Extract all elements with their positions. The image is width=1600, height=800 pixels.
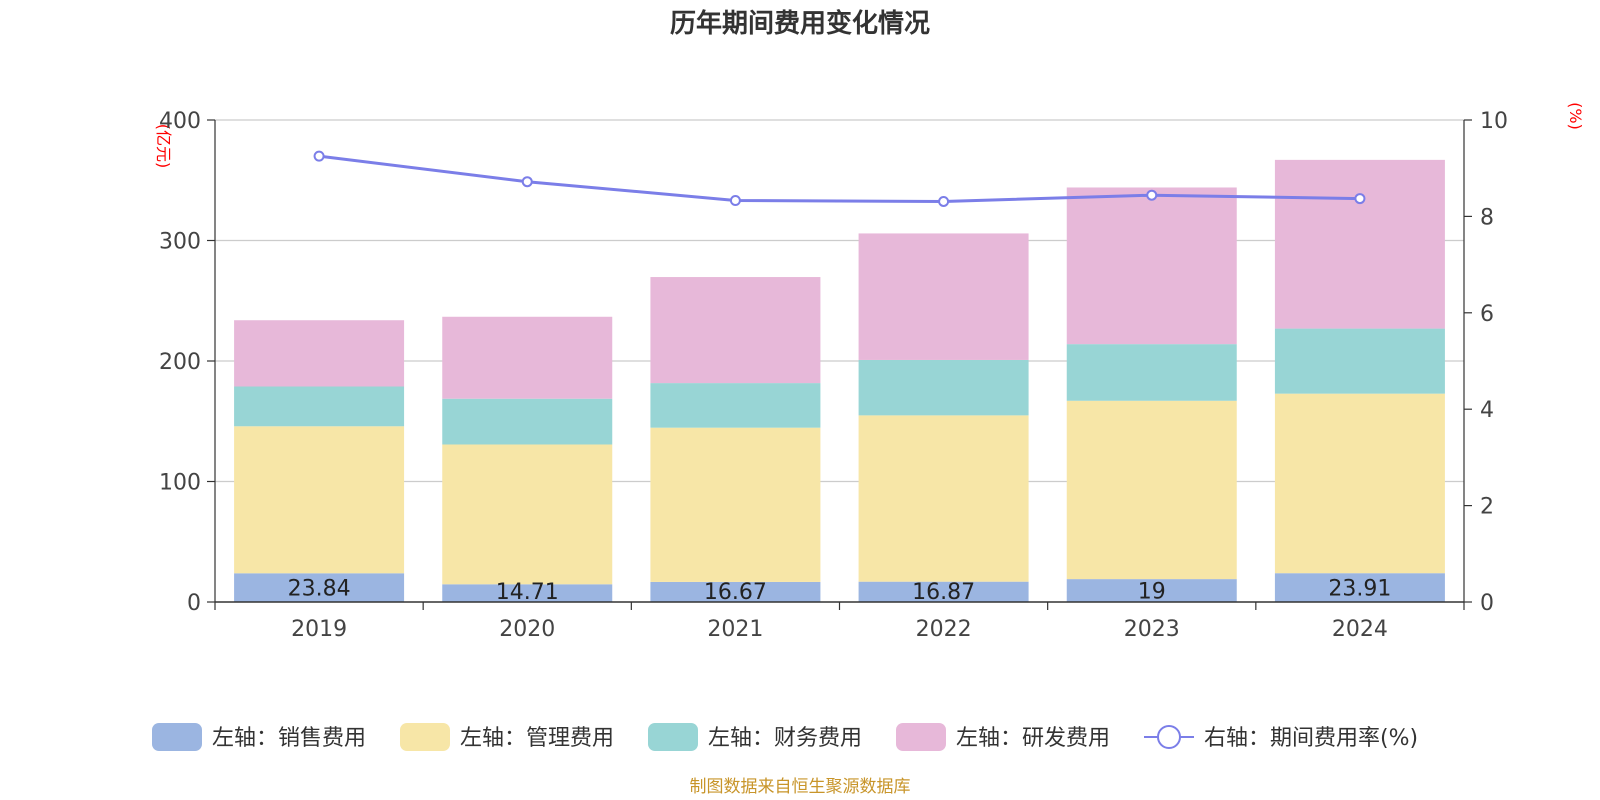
data-label: 16.67 bbox=[704, 580, 767, 605]
bar bbox=[1274, 159, 1445, 329]
line-point bbox=[1354, 193, 1366, 205]
bar bbox=[1066, 187, 1237, 345]
line-point bbox=[521, 176, 533, 188]
legend-label: 右轴：期间费用率(%) bbox=[1204, 726, 1418, 751]
data-label: 19 bbox=[1138, 580, 1166, 605]
bar bbox=[858, 233, 1029, 360]
legend[interactable]: 左轴：销售费用 左轴：管理费用 左轴：财务费用 左轴：研发费用 右轴：期间费用率(%) bbox=[152, 723, 1418, 751]
left-tick-label: 100 bbox=[159, 471, 201, 496]
legend-swatch bbox=[152, 723, 202, 751]
bar bbox=[234, 426, 405, 574]
x-tick-label: 2022 bbox=[916, 617, 972, 642]
legend-marker-icon bbox=[1157, 725, 1181, 749]
bar-series bbox=[234, 159, 1445, 602]
bar bbox=[234, 320, 405, 387]
bar bbox=[650, 277, 821, 384]
bar bbox=[650, 383, 821, 428]
bar bbox=[1066, 579, 1237, 602]
x-tick-label: 2021 bbox=[707, 617, 763, 642]
gridlines bbox=[215, 119, 1464, 483]
legend-label: 左轴：管理费用 bbox=[460, 726, 614, 751]
line-point bbox=[938, 195, 950, 207]
right-tick-label: 10 bbox=[1480, 109, 1508, 134]
left-tick-label: 200 bbox=[159, 350, 201, 375]
bar bbox=[1274, 393, 1445, 574]
right-tick-label: 4 bbox=[1480, 398, 1494, 423]
line-point bbox=[313, 150, 325, 162]
data-label: 16.87 bbox=[912, 580, 975, 605]
bar bbox=[442, 444, 613, 585]
right-tick-label: 6 bbox=[1480, 302, 1494, 327]
right-axis-unit: (%) bbox=[1566, 102, 1585, 130]
data-label: 23.84 bbox=[288, 577, 351, 602]
axes: 0 100 200 300 400 0 2 4 6 8 10 2019 2020 2021 2022 2023… bbox=[159, 109, 1508, 642]
legend-label: 左轴：销售费用 bbox=[212, 726, 366, 751]
left-tick-label: 400 bbox=[159, 109, 201, 134]
chart-title: 历年期间费用变化情况 bbox=[670, 8, 930, 39]
left-tick-label: 300 bbox=[159, 230, 201, 255]
right-tick-label: 8 bbox=[1480, 205, 1494, 230]
legend-swatch bbox=[400, 723, 450, 751]
bar bbox=[650, 427, 821, 582]
line-point bbox=[1146, 189, 1158, 201]
bar bbox=[234, 573, 405, 602]
line-path bbox=[318, 154, 1360, 203]
right-tick-label: 0 bbox=[1480, 591, 1494, 616]
source-note: 制图数据来自恒生聚源数据库 bbox=[690, 777, 911, 797]
bar bbox=[442, 584, 613, 602]
x-tick-label: 2023 bbox=[1124, 617, 1180, 642]
legend-label: 左轴：研发费用 bbox=[956, 726, 1110, 751]
line-series bbox=[313, 150, 1366, 207]
bar bbox=[442, 398, 613, 445]
x-tick-label: 2024 bbox=[1332, 617, 1388, 642]
left-axis-unit: (亿元) bbox=[154, 124, 173, 169]
bar bbox=[442, 316, 613, 399]
data-labels: 23.84 14.71 16.67 16.87 19 23.91 bbox=[288, 577, 1392, 605]
data-label: 23.91 bbox=[1328, 577, 1391, 602]
data-label: 14.71 bbox=[496, 580, 559, 605]
line-point bbox=[729, 194, 741, 206]
x-tick-label: 2020 bbox=[499, 617, 555, 642]
right-tick-label: 2 bbox=[1480, 495, 1494, 520]
legend-label: 左轴：财务费用 bbox=[708, 726, 862, 751]
bar bbox=[858, 359, 1029, 416]
legend-swatch bbox=[896, 723, 946, 751]
bar bbox=[1066, 344, 1237, 401]
bar bbox=[650, 581, 821, 602]
x-tick-label: 2019 bbox=[291, 617, 347, 642]
bar bbox=[1066, 400, 1237, 580]
bar bbox=[858, 415, 1029, 582]
bar bbox=[234, 386, 405, 427]
bar bbox=[858, 581, 1029, 602]
left-tick-label: 0 bbox=[187, 591, 201, 616]
bar bbox=[1274, 328, 1445, 394]
bar bbox=[1274, 573, 1445, 602]
legend-swatch bbox=[648, 723, 698, 751]
